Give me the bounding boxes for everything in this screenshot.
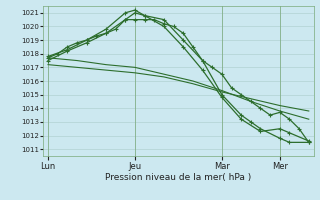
- X-axis label: Pression niveau de la mer( hPa ): Pression niveau de la mer( hPa ): [105, 173, 252, 182]
